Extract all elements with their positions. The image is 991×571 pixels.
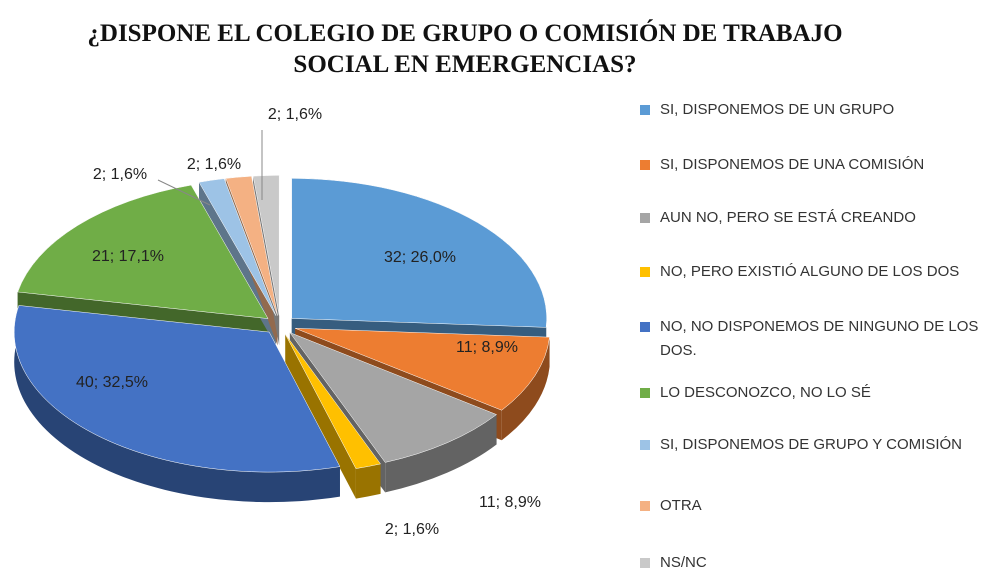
legend-label: SI, DISPONEMOS DE UNA COMISIÓN [660, 156, 925, 173]
legend-item: SI, DISPONEMOS DE UNA COMISIÓN [640, 153, 991, 177]
legend-item: OTRA [640, 494, 991, 518]
legend-label: SI, DISPONEMOS DE UN GRUPO [660, 101, 895, 118]
legend-label: LO DESCONOZCO, NO LO SÉ [660, 384, 871, 401]
data-label: 2; 1,6% [268, 106, 322, 123]
legend-swatch [640, 105, 650, 115]
slice-edge [14, 305, 340, 503]
legend-swatch [640, 213, 650, 223]
data-label: 2; 1,6% [93, 166, 147, 183]
legend-item: NO, PERO EXISTIÓ ALGUNO DE LOS DOS [640, 260, 991, 284]
legend-item: NO, NO DISPONEMOS DE NINGUNO DE LOS DOS. [640, 315, 991, 363]
legend-swatch [640, 501, 650, 511]
legend-item: AUN NO, PERO SE ESTÁ CREANDO [640, 206, 991, 230]
legend-swatch [640, 160, 650, 170]
legend-label: NS/NC [660, 554, 707, 571]
slice [252, 175, 280, 316]
legend-swatch [640, 388, 650, 398]
slice [291, 178, 547, 328]
legend-swatch [640, 558, 650, 568]
legend-label: NO, NO DISPONEMOS DE NINGUNO DE LOS DOS. [660, 318, 979, 359]
legend-item: NS/NC [640, 551, 991, 571]
data-label: 2; 1,6% [187, 156, 241, 173]
slice [198, 178, 277, 316]
legend-swatch [640, 267, 650, 277]
data-label: 32; 26,0% [384, 249, 456, 266]
slice [284, 333, 381, 469]
legend-swatch [640, 322, 650, 332]
legend-label: AUN NO, PERO SE ESTÁ CREANDO [660, 209, 916, 226]
data-label: 21; 17,1% [92, 248, 164, 265]
slice [294, 327, 550, 411]
legend-item: LO DESCONOZCO, NO LO SÉ [640, 381, 991, 405]
legend-item: SI, DISPONEMOS DE GRUPO Y COMISIÓN [640, 433, 991, 457]
slice [289, 332, 498, 463]
slice [13, 305, 341, 473]
data-label: 11; 8,9% [456, 339, 518, 356]
data-label: 40; 32,5% [76, 374, 148, 391]
legend-label: NO, PERO EXISTIÓ ALGUNO DE LOS DOS [660, 263, 960, 280]
legend-label: OTRA [660, 497, 702, 514]
slice-edge [501, 337, 550, 441]
legend-swatch [640, 440, 650, 450]
slice-edge [355, 463, 381, 499]
slice [17, 184, 269, 319]
chart-title: ¿DISPONE EL COLEGIO DE GRUPO O COMISIÓN … [87, 20, 843, 78]
slice [225, 175, 278, 316]
data-label: 11; 8,9% [479, 494, 541, 511]
slice-edge [385, 414, 497, 493]
legend-label: SI, DISPONEMOS DE GRUPO Y COMISIÓN [660, 436, 962, 453]
leader-line [157, 179, 211, 206]
data-label: 2; 1,6% [385, 521, 439, 538]
legend-item: SI, DISPONEMOS DE UN GRUPO [640, 98, 991, 122]
